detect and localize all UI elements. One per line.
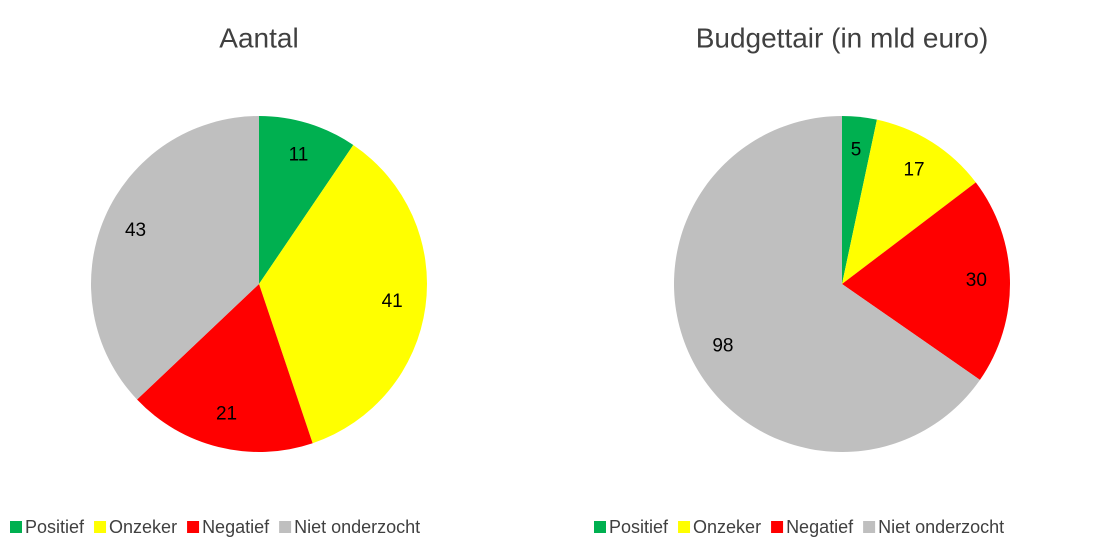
pie-slice xyxy=(259,144,427,444)
pie-slice xyxy=(842,119,976,284)
data-label: 21 xyxy=(216,403,237,424)
legend-swatch xyxy=(771,521,784,533)
legend-swatch xyxy=(863,521,876,533)
pie-slice xyxy=(842,116,877,284)
legend-label: Negatief xyxy=(202,517,270,537)
pie-slice xyxy=(137,284,313,452)
legend-label: Onzeker xyxy=(109,517,177,537)
chart-title: Aantal xyxy=(219,22,298,53)
legend-swatch xyxy=(187,521,200,533)
legend-label: Onzeker xyxy=(693,517,761,537)
legend-swatch xyxy=(10,521,22,533)
pie-slice xyxy=(842,182,1010,380)
pie-slice xyxy=(674,116,980,452)
data-label: 17 xyxy=(903,160,924,181)
pie-slice xyxy=(91,116,259,400)
legend-label: Positief xyxy=(25,517,85,537)
chart-title: Budgettair (in mld euro) xyxy=(696,22,989,53)
data-label: 43 xyxy=(125,220,146,241)
data-label: 98 xyxy=(712,335,733,356)
legend-swatch xyxy=(279,521,292,533)
legend-label: Niet onderzocht xyxy=(878,517,1004,537)
data-label: 11 xyxy=(289,145,309,166)
legend-swatch xyxy=(94,521,107,533)
legend-swatch xyxy=(678,521,691,533)
legend-label: Positief xyxy=(609,517,669,537)
legend-label: Niet onderzocht xyxy=(294,517,420,537)
legend-swatch xyxy=(594,521,606,533)
pie-slice xyxy=(259,116,354,284)
data-label: 30 xyxy=(966,270,987,291)
legend-label: Negatief xyxy=(786,517,854,537)
data-label: 5 xyxy=(851,139,862,160)
data-label: 41 xyxy=(382,291,403,312)
